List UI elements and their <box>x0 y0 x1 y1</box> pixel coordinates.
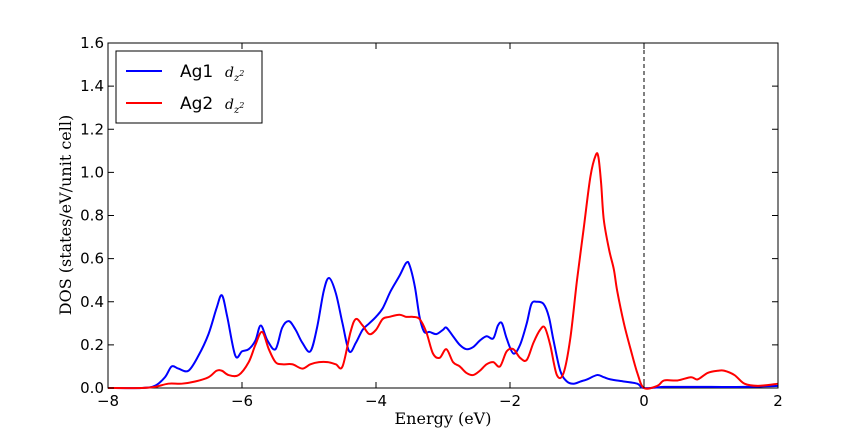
y-tick-label: 1.4 <box>80 77 104 95</box>
y-tick-label: 0.0 <box>80 379 104 397</box>
x-axis-label: Energy (eV) <box>395 409 492 428</box>
y-tick-label: 0.4 <box>80 293 104 311</box>
y-tick-label: 0.8 <box>80 207 104 225</box>
legend-symbol-ag1-base: d <box>225 65 234 81</box>
legend-symbol-ag1-sup: 2 <box>238 69 244 78</box>
x-tick-label: 0 <box>639 392 649 410</box>
legend-symbol-ag2: dz2 <box>225 97 244 116</box>
legend-symbol-ag1: dz2 <box>225 65 244 84</box>
x-tick-label: −2 <box>499 392 521 410</box>
x-tick-label: −6 <box>231 392 253 410</box>
legend-label-ag2: Ag2 <box>180 94 213 114</box>
legend-label-ag1: Ag1 <box>180 62 213 82</box>
x-tick-label: 2 <box>773 392 783 410</box>
legend-symbol-ag2-sub: z <box>233 105 240 116</box>
series-layer <box>107 152 779 390</box>
series-line-ag2 <box>107 152 779 390</box>
y-tick-label: 0.2 <box>80 336 104 354</box>
legend-symbol-ag2-sup: 2 <box>238 101 244 110</box>
legend-symbol-ag1-sub: z <box>233 73 240 84</box>
legend-symbol-ag2-base: d <box>225 97 234 113</box>
y-tick-label: 1.0 <box>80 163 104 181</box>
y-tick-label: 1.6 <box>80 34 104 52</box>
y-axis-label: DOS (states/eV/unit cell) <box>56 115 75 315</box>
legend: Ag1 dz2 Ag2 dz2 <box>115 50 263 124</box>
y-tick-label: 1.2 <box>80 120 104 138</box>
series-line-ag1 <box>107 260 779 390</box>
ticks-layer: −8 −6 −4 −2 0 2 0.0 0.2 0.4 0.6 0.8 1.0 1.2 1.4 1.6 <box>80 34 783 410</box>
x-tick-label: −4 <box>365 392 387 410</box>
legend-box <box>115 50 263 124</box>
y-tick-label: 0.6 <box>80 250 104 268</box>
x-tick-label: −8 <box>97 392 119 410</box>
